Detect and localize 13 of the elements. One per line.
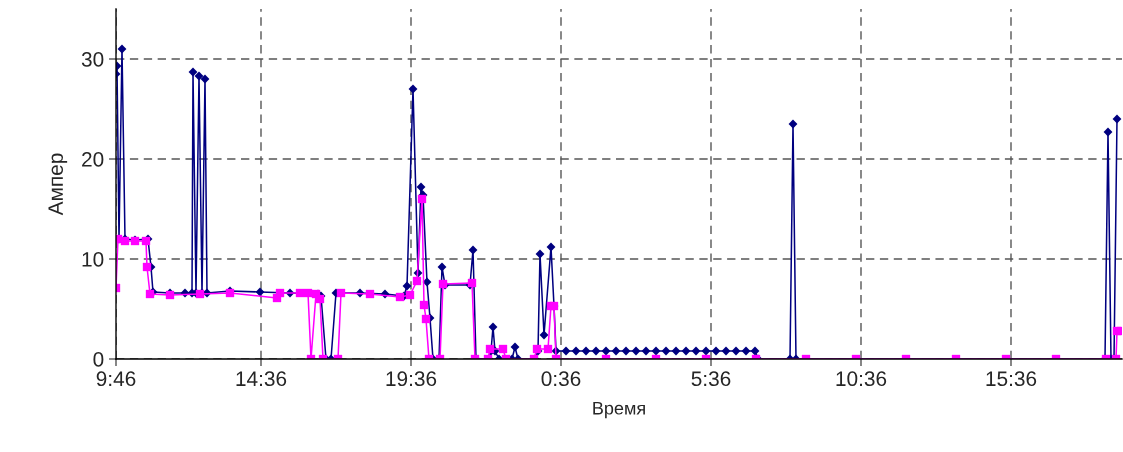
y-tick-label: 20 (82, 152, 104, 167)
y-axis-title: Ампер (48, 153, 68, 216)
x-tick-label: 14:36 (236, 371, 287, 387)
x-tick-label: 5:36 (691, 371, 731, 387)
y-tick-label: 0 (93, 352, 104, 367)
x-tick-label: 9:46 (96, 371, 136, 387)
y-tick-label: 30 (81, 52, 104, 67)
y-tick-label: 10 (82, 252, 104, 267)
x-tick-label: 19:36 (386, 371, 437, 387)
x-tick-label: 10:36 (836, 371, 887, 387)
x-tick-label: 0:36 (541, 371, 581, 387)
x-axis-title: Время (593, 402, 645, 419)
x-tick-label: 15:36 (986, 371, 1037, 387)
